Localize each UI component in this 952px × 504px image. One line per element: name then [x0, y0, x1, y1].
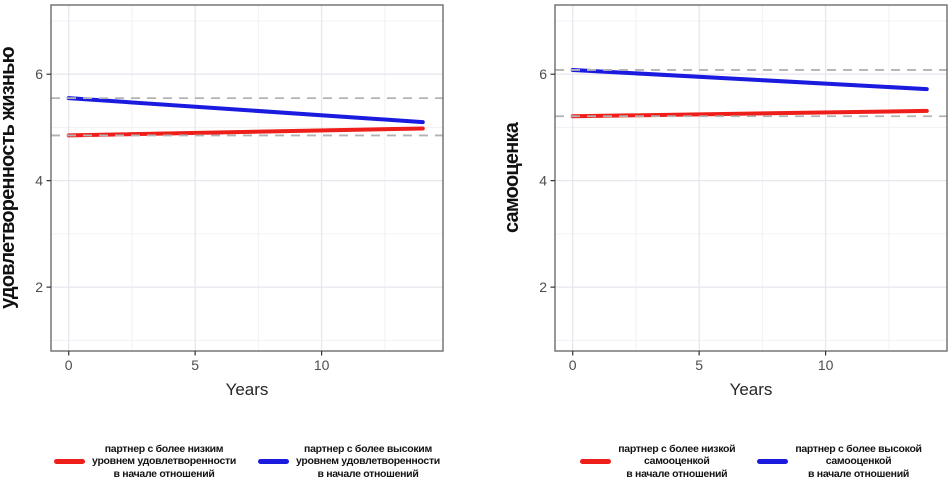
legend-item-higher-start: партнер с более высоким уровнем удовлетв… — [258, 443, 440, 480]
y-tick-label: 6 — [35, 66, 43, 82]
legend-key-blue-line — [258, 459, 289, 465]
y-tick-label: 4 — [35, 173, 43, 189]
x-tick-label: 5 — [191, 357, 199, 373]
legend-label-lower-start: партнер с более низкой самооценкой в нач… — [618, 443, 736, 480]
self-esteem-plot: 2 4 6 0 5 10 Years самооценка — [501, 4, 948, 399]
y-tick-label: 2 — [35, 279, 43, 295]
legend-item-lower-start: партнер с более низким уровнем удовлетво… — [54, 443, 236, 480]
legend-key-blue-line — [757, 459, 789, 465]
life-satisfaction-plot: 2 4 6 0 5 10 Years удовлетворенность жизнью — [0, 4, 444, 399]
chart-self-esteem: 2 4 6 0 5 10 Years самооценка партнер с более н… — [476, 0, 952, 504]
legend-item-lower-start: партнер с более низкой самооценкой в нач… — [580, 443, 736, 480]
legend-item-higher-start: партнер с более высокой самооценкой в на… — [757, 443, 922, 480]
y-tick-label: 2 — [539, 279, 547, 295]
legend-label-higher-start: партнер с более высокой самооценкой в на… — [795, 443, 922, 480]
legend-life-satisfaction: партнер с более низким уровнем удовлетво… — [51, 443, 443, 480]
panel-background — [555, 5, 947, 351]
panel-border — [554, 4, 948, 352]
x-axis-title: Years — [226, 380, 269, 399]
panel-background — [51, 5, 443, 351]
legend-label-higher-start: партнер с более высоким уровнем удовлетв… — [296, 443, 440, 480]
x-tick-label: 5 — [695, 357, 703, 373]
trend-line-higher-start — [570, 67, 929, 92]
legend-key-red-line — [54, 459, 86, 465]
chart-life-satisfaction: 2 4 6 0 5 10 Years удовлетворенность жизнью пар… — [0, 4, 444, 480]
x-tick-label: 10 — [818, 357, 834, 373]
panel-border — [50, 4, 444, 352]
trend-line-lower-start — [570, 108, 929, 119]
x-tick-label: 0 — [569, 357, 577, 373]
y-axis-title: удовлетворенность жизнью — [0, 46, 19, 309]
x-tick-label: 10 — [314, 357, 330, 373]
legend-key-red-line — [580, 459, 612, 465]
trend-line-higher-start — [66, 96, 425, 125]
trend-line-lower-start — [66, 126, 425, 138]
y-tick-label: 4 — [539, 173, 547, 189]
x-axis-title: Years — [730, 380, 773, 399]
x-tick-label: 0 — [65, 357, 73, 373]
legend-self-esteem: партнер с более низкой самооценкой в нач… — [555, 443, 947, 480]
legend-label-lower-start: партнер с более низким уровнем удовлетво… — [92, 443, 236, 480]
y-tick-label: 6 — [539, 66, 547, 82]
y-axis-title: самооценка — [501, 121, 523, 233]
